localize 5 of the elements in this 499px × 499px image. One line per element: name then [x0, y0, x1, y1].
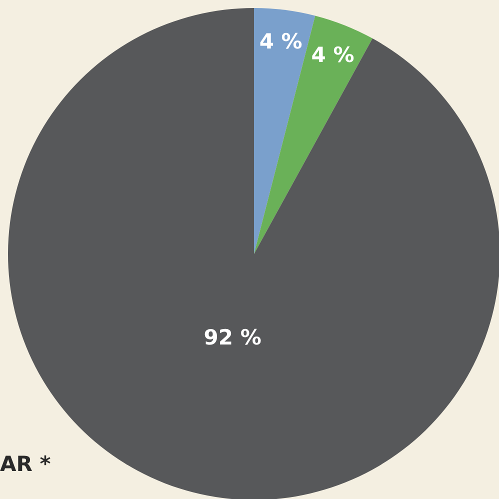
text: AR *	[0, 452, 51, 476]
data-label: 4 %	[311, 43, 354, 68]
pie-slice	[254, 16, 373, 254]
data-label: 4 %	[259, 30, 302, 54]
data-label: 92 %	[204, 325, 262, 350]
